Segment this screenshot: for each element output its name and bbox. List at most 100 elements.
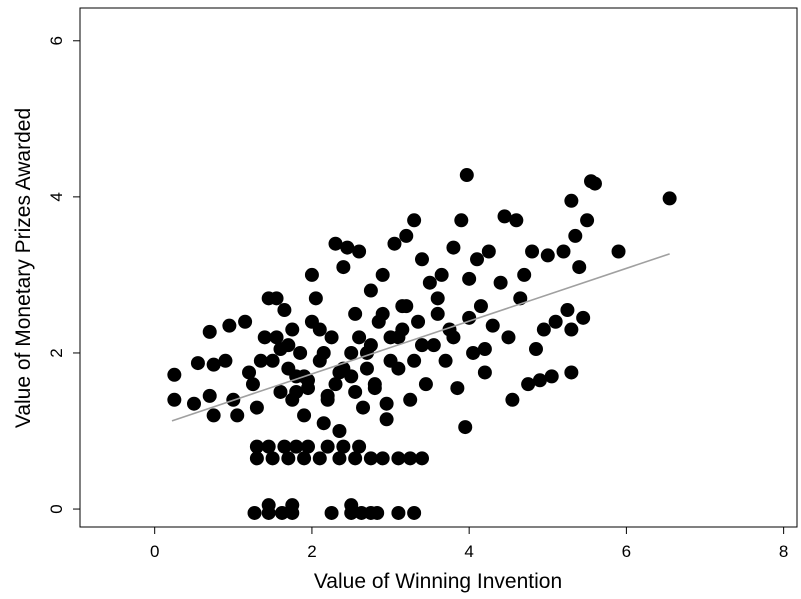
point xyxy=(462,271,477,286)
point xyxy=(300,381,315,396)
point xyxy=(481,244,496,259)
point xyxy=(363,338,378,353)
point xyxy=(348,451,363,466)
point xyxy=(363,451,378,466)
point xyxy=(662,191,677,206)
point xyxy=(477,365,492,380)
point xyxy=(379,412,394,427)
point xyxy=(273,384,288,399)
point xyxy=(407,353,422,368)
x-axis-title: Value of Winning Invention xyxy=(314,570,562,593)
point xyxy=(316,416,331,431)
point xyxy=(269,330,284,345)
point xyxy=(190,356,205,371)
y-axis-title: Value of Monetary Prizes Awarded xyxy=(12,108,35,428)
point xyxy=(611,244,626,259)
point xyxy=(249,451,264,466)
point xyxy=(344,498,359,513)
point xyxy=(505,392,520,407)
point xyxy=(275,505,290,520)
y-tick-label: 4 xyxy=(47,192,66,201)
point xyxy=(363,283,378,298)
point xyxy=(391,505,406,520)
point xyxy=(513,291,528,306)
x-tick-label: 2 xyxy=(307,542,316,561)
point xyxy=(525,244,540,259)
y-tick-label: 6 xyxy=(47,36,66,45)
point xyxy=(532,373,547,388)
point xyxy=(414,252,429,267)
point xyxy=(422,275,437,290)
point xyxy=(446,240,461,255)
point xyxy=(328,377,343,392)
point xyxy=(379,396,394,411)
point xyxy=(218,353,233,368)
point xyxy=(458,420,473,435)
point xyxy=(470,252,485,267)
point xyxy=(564,365,579,380)
point xyxy=(304,314,319,329)
point xyxy=(324,505,339,520)
point xyxy=(430,291,445,306)
point xyxy=(348,306,363,321)
point xyxy=(418,377,433,392)
point xyxy=(387,236,402,251)
point xyxy=(328,236,343,251)
point xyxy=(414,451,429,466)
point xyxy=(257,330,272,345)
point xyxy=(450,381,465,396)
point xyxy=(564,193,579,208)
point xyxy=(466,345,481,360)
point xyxy=(312,451,327,466)
point xyxy=(167,367,182,382)
point xyxy=(407,505,422,520)
point xyxy=(528,342,543,357)
point xyxy=(544,369,559,384)
point xyxy=(446,330,461,345)
point xyxy=(375,306,390,321)
point xyxy=(336,260,351,275)
point xyxy=(430,306,445,321)
point xyxy=(316,345,331,360)
point xyxy=(265,451,280,466)
point xyxy=(202,388,217,403)
y-tick-label: 0 xyxy=(47,504,66,513)
x-tick-label: 4 xyxy=(464,542,473,561)
point xyxy=(285,498,300,513)
point xyxy=(564,322,579,337)
point xyxy=(493,275,508,290)
point xyxy=(576,310,591,325)
point xyxy=(540,248,555,263)
point xyxy=(281,338,296,353)
point xyxy=(289,439,304,454)
point xyxy=(477,342,492,357)
point xyxy=(340,240,355,255)
point xyxy=(253,353,268,368)
point xyxy=(242,365,257,380)
point xyxy=(383,353,398,368)
point xyxy=(285,322,300,337)
point xyxy=(206,357,221,372)
point xyxy=(348,384,363,399)
point xyxy=(167,392,182,407)
x-tick-label: 8 xyxy=(779,542,788,561)
point xyxy=(375,267,390,282)
point xyxy=(434,267,449,282)
point xyxy=(521,377,536,392)
point xyxy=(332,451,347,466)
point xyxy=(261,498,276,513)
point xyxy=(356,400,371,415)
point xyxy=(320,439,335,454)
point xyxy=(300,439,315,454)
point xyxy=(261,439,276,454)
point xyxy=(391,451,406,466)
point xyxy=(320,392,335,407)
point xyxy=(277,439,292,454)
point xyxy=(249,400,264,415)
point xyxy=(399,228,414,243)
point xyxy=(587,176,602,191)
point xyxy=(297,408,312,423)
point xyxy=(501,330,516,345)
point xyxy=(536,322,551,337)
